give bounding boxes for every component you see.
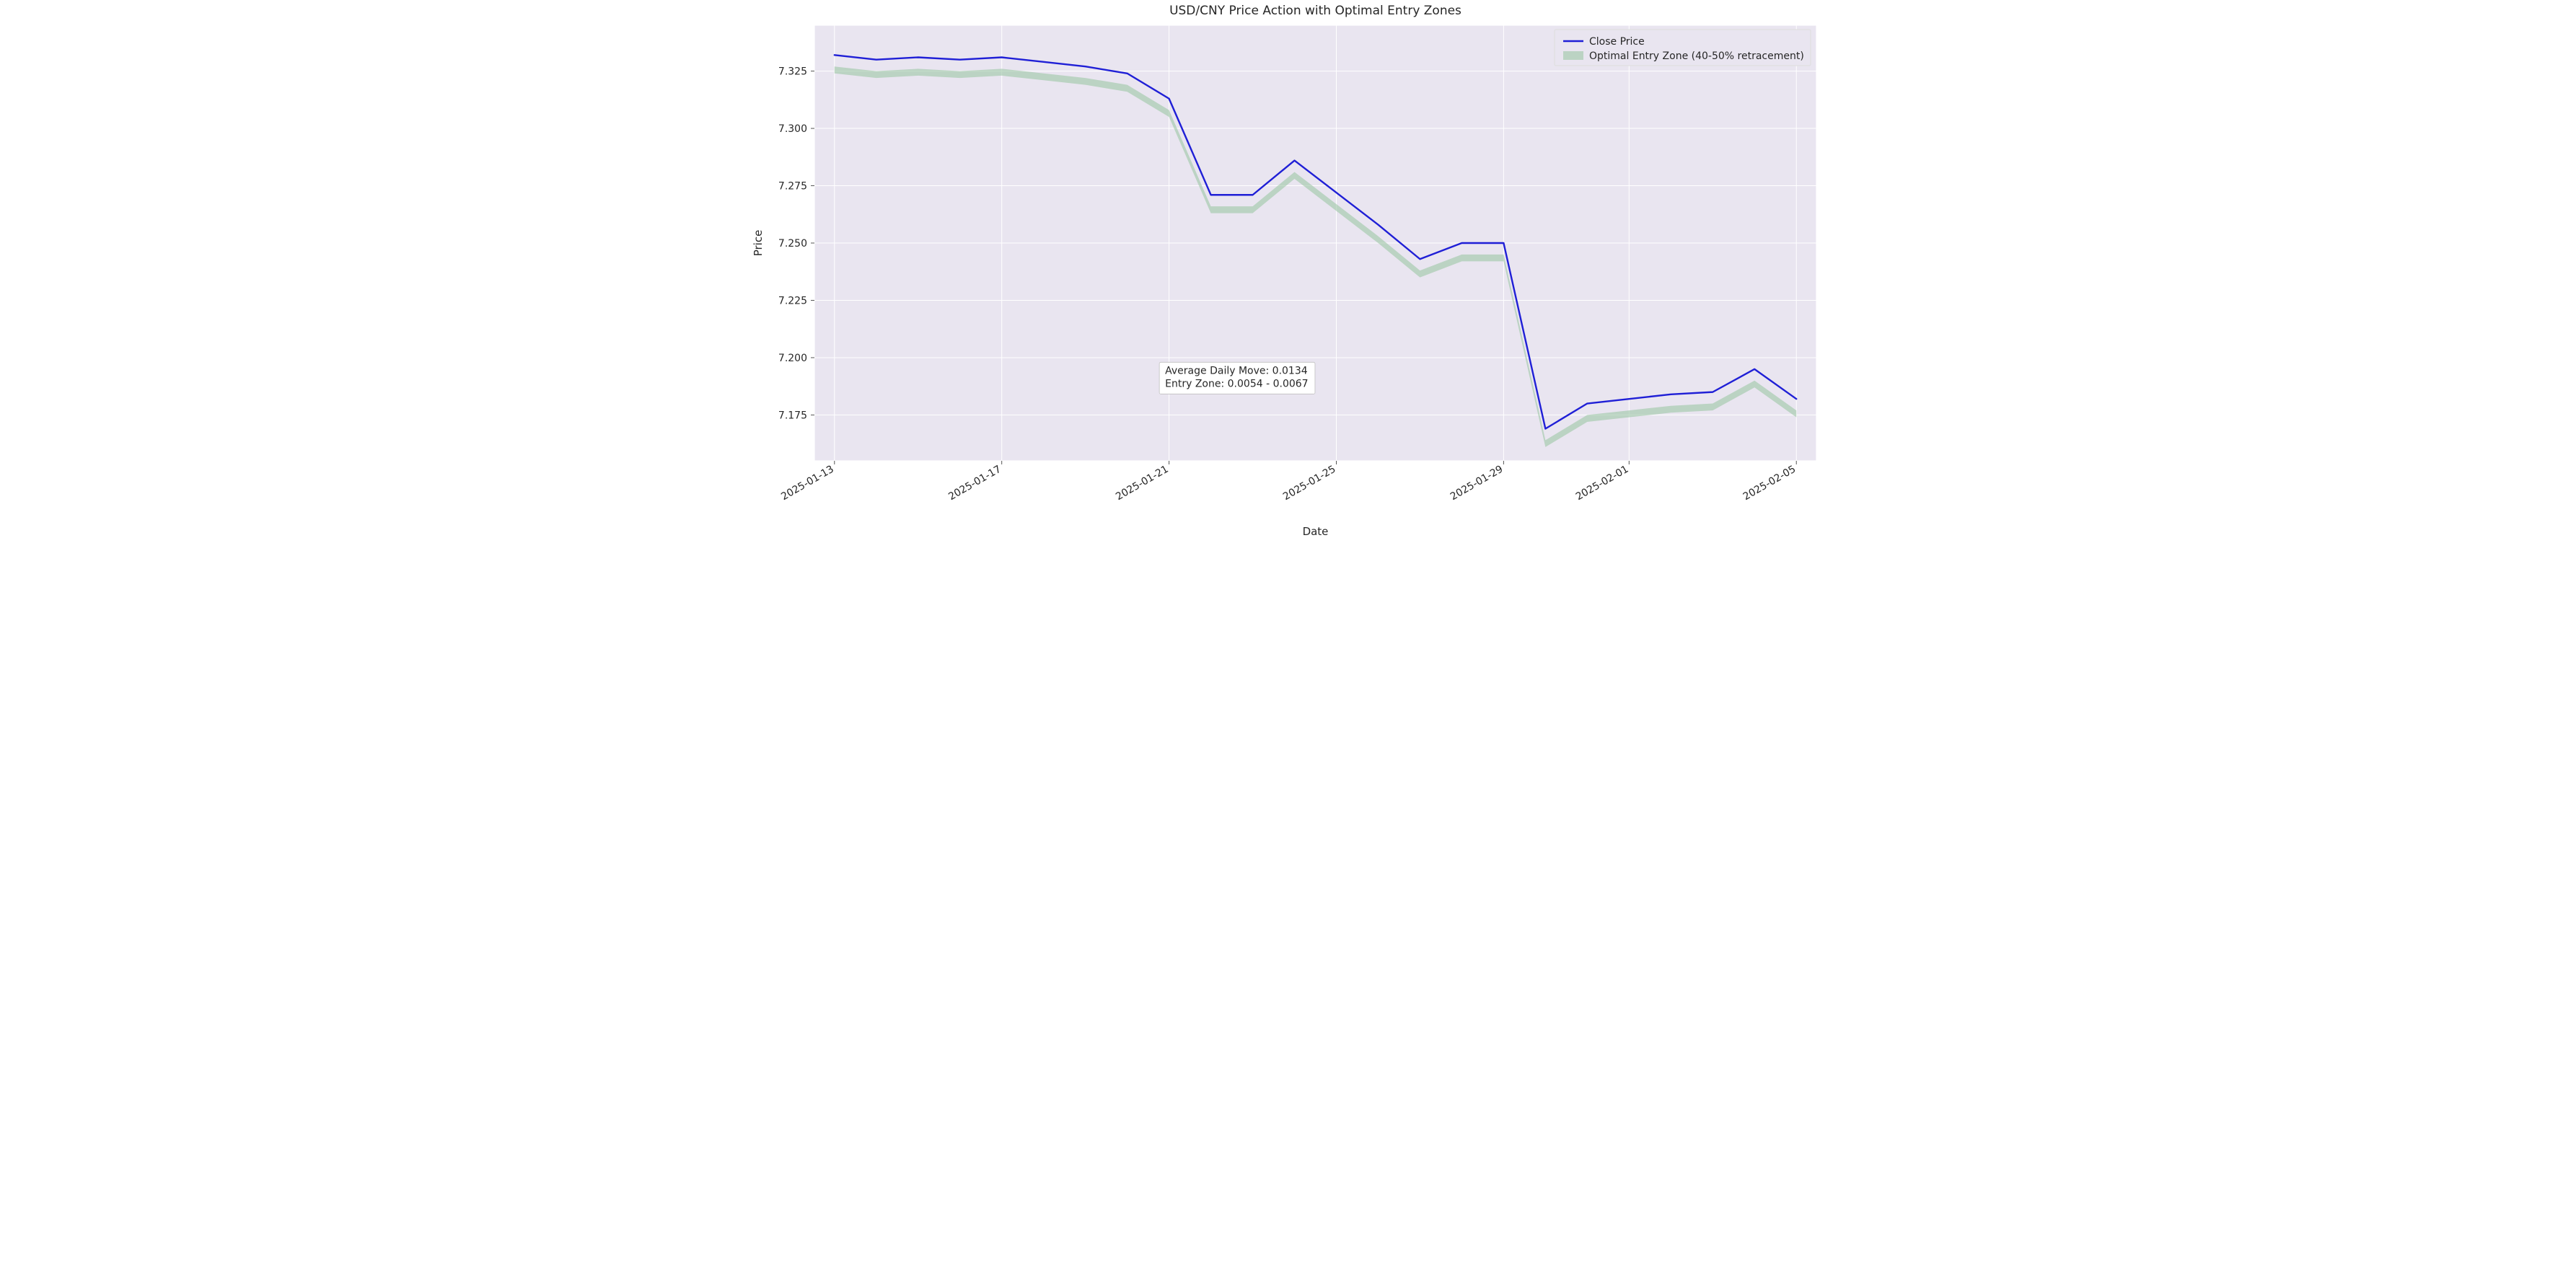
annotation-line: Entry Zone: 0.0054 - 0.0067 [1165,378,1308,389]
y-tick-label: 7.250 [778,238,806,250]
price-chart: 7.1757.2007.2257.2507.2757.3007.3252025-… [739,0,1838,544]
annotation-box: Average Daily Move: 0.0134 Entry Zone: 0.… [1159,362,1315,394]
x-axis-label: Date [1302,525,1328,538]
legend-item-close: Close Price [1589,36,1645,48]
legend: Close Price Optimal Entry Zone (40-50% re… [1555,30,1811,66]
y-tick-label: 7.275 [778,181,806,193]
y-tick-label: 7.200 [778,353,806,364]
y-axis-label: Price [752,230,765,257]
chart-title: USD/CNY Price Action with Optimal Entry … [1169,4,1461,18]
annotation-line: Average Daily Move: 0.0134 [1165,365,1308,376]
chart-container: 7.1757.2007.2257.2507.2757.3007.3252025-… [739,0,1838,544]
y-tick-label: 7.300 [778,123,806,135]
y-tick-label: 7.225 [778,295,806,306]
legend-item-zone: Optimal Entry Zone (40-50% retracement) [1589,50,1804,62]
y-tick-label: 7.175 [778,410,806,421]
y-tick-label: 7.325 [778,66,806,78]
